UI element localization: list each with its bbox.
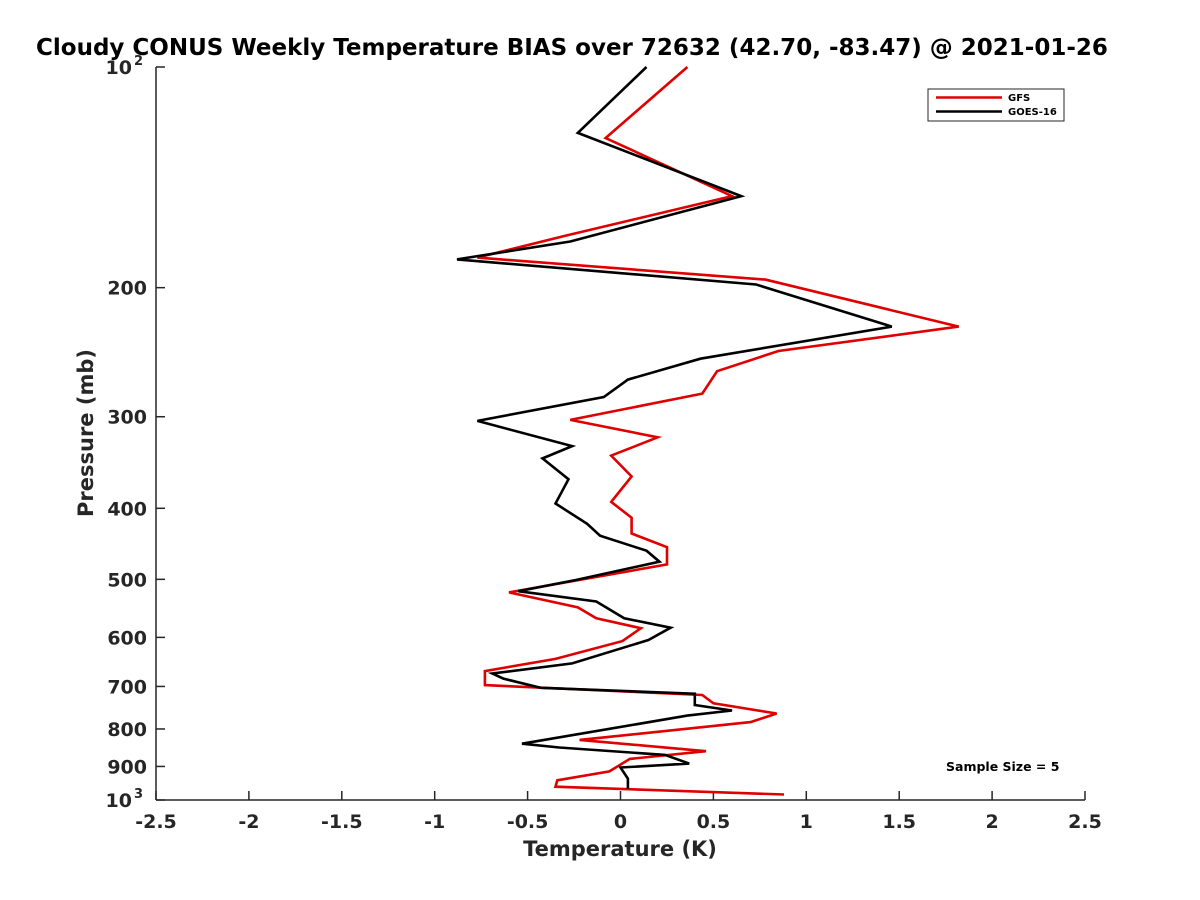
- y-tick-label: 300: [107, 407, 147, 429]
- y-tick-label: 800: [107, 719, 147, 741]
- y-tick-label: 10: [106, 790, 132, 812]
- x-tick-label: -1.5: [321, 811, 363, 833]
- x-tick-label: 1: [800, 811, 813, 833]
- x-tick-label: -2.5: [135, 811, 177, 833]
- y-tick-label: 600: [107, 627, 147, 649]
- x-tick-label: -1: [424, 811, 445, 833]
- y-axis-label: Pressure (mb): [74, 349, 98, 517]
- x-tick-label: 2.5: [1068, 811, 1102, 833]
- legend-label-gfs: GFS: [1008, 93, 1030, 104]
- series-line-goes-16: [456, 66, 893, 789]
- legend-box: [927, 88, 1065, 122]
- y-tick-label: 500: [107, 569, 147, 591]
- x-tick-label: -0.5: [507, 811, 549, 833]
- y-tick-exponent: 3: [134, 787, 143, 802]
- x-tick-label: 2: [985, 811, 998, 833]
- y-tick-exponent: 2: [134, 54, 143, 69]
- x-tick-label: 1.5: [882, 811, 916, 833]
- y-tick-label: 900: [107, 756, 147, 778]
- y-tick-label: 700: [107, 676, 147, 698]
- x-tick-label: 0: [614, 811, 627, 833]
- series-lines: [456, 66, 960, 796]
- legend: GFS GOES-16: [927, 88, 1065, 122]
- x-ticks: -2.5 -2 -1.5 -1 -0.5 0 0.5 1 1.5 2 2.5: [135, 791, 1102, 833]
- sample-size-annotation: Sample Size = 5: [946, 759, 1059, 774]
- x-axis-label: Temperature (K): [523, 837, 717, 861]
- y-tick-label: 400: [107, 498, 147, 520]
- y-tick-label: 200: [107, 278, 147, 300]
- legend-label-goes-16: GOES-16: [1008, 107, 1057, 118]
- plot-area: [156, 67, 1085, 800]
- x-tick-label: -2: [238, 811, 259, 833]
- x-tick-label: 0.5: [697, 811, 731, 833]
- y-tick-label: 10: [106, 57, 132, 79]
- chart-title: Cloudy CONUS Weekly Temperature BIAS ove…: [36, 35, 1108, 61]
